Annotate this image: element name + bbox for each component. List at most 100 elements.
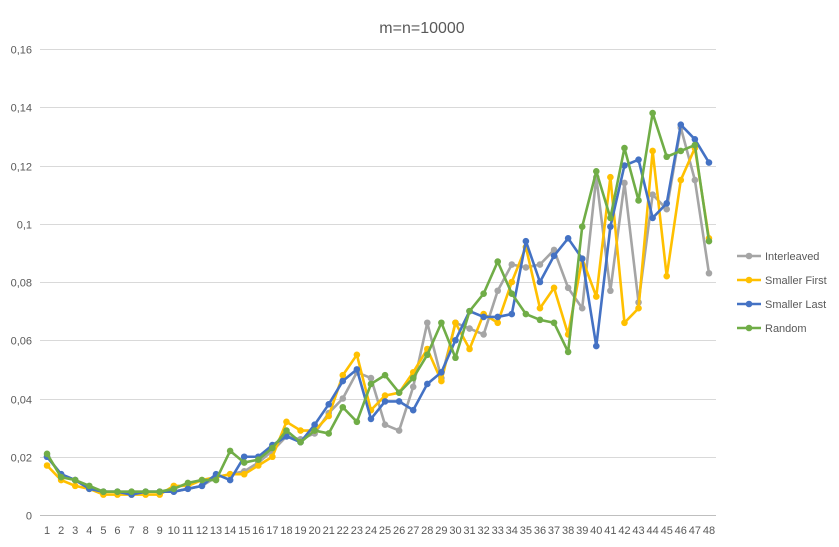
data-point bbox=[395, 398, 403, 405]
data-point bbox=[311, 421, 318, 429]
data-point bbox=[508, 278, 516, 286]
x-tick-label: 28 bbox=[421, 525, 433, 537]
x-tick-label: 46 bbox=[675, 525, 687, 537]
data-point bbox=[452, 319, 459, 327]
data-point bbox=[621, 144, 628, 152]
data-point bbox=[114, 488, 121, 496]
data-point bbox=[621, 179, 628, 187]
x-tick-label: 47 bbox=[689, 525, 701, 537]
data-point bbox=[550, 252, 558, 260]
x-tick-label: 35 bbox=[520, 525, 532, 537]
data-point bbox=[691, 141, 699, 149]
data-point bbox=[85, 482, 93, 490]
data-point bbox=[522, 310, 530, 318]
x-tick-label: 16 bbox=[252, 525, 264, 537]
x-tick-label: 45 bbox=[661, 525, 673, 537]
x-tick-label: 22 bbox=[337, 525, 349, 537]
data-point bbox=[325, 401, 333, 408]
data-point bbox=[508, 290, 516, 297]
data-point bbox=[621, 162, 628, 169]
x-tick-label: 31 bbox=[463, 525, 475, 537]
data-point bbox=[57, 473, 65, 481]
data-point bbox=[705, 237, 713, 245]
legend-label: Smaller First bbox=[765, 275, 827, 287]
data-point bbox=[466, 325, 473, 332]
y-tick-label: 0,06 bbox=[11, 336, 32, 348]
data-point bbox=[339, 371, 347, 379]
data-point bbox=[325, 430, 333, 437]
y-tick-label: 0,02 bbox=[11, 453, 32, 465]
data-point bbox=[663, 272, 671, 280]
x-tick-label: 42 bbox=[618, 525, 630, 537]
data-point bbox=[649, 191, 656, 198]
data-point bbox=[269, 444, 276, 452]
data-point bbox=[325, 412, 333, 420]
data-point bbox=[607, 173, 614, 181]
data-point bbox=[550, 246, 558, 254]
chart-title: m=n=10000 bbox=[379, 20, 465, 37]
data-point bbox=[156, 488, 164, 496]
series-lines bbox=[43, 109, 713, 498]
x-tick-label: 30 bbox=[449, 525, 461, 537]
data-point bbox=[339, 403, 347, 411]
data-point bbox=[240, 470, 248, 478]
data-point bbox=[339, 377, 347, 385]
legend-item: Interleaved bbox=[737, 251, 819, 263]
data-point bbox=[564, 348, 572, 356]
x-tick-label: 14 bbox=[224, 525, 236, 537]
data-point bbox=[663, 200, 671, 207]
x-tick-label: 17 bbox=[266, 525, 278, 537]
data-point bbox=[226, 476, 234, 484]
x-tick-label: 3 bbox=[72, 525, 78, 537]
x-tick-label: 12 bbox=[196, 525, 208, 537]
data-point bbox=[438, 377, 445, 385]
y-axis-ticks: 0 0,02 0,04 0,06 0,08 0,1 0,12 0,14 0,16 bbox=[11, 45, 32, 523]
x-tick-label: 19 bbox=[294, 525, 306, 537]
data-point bbox=[564, 235, 572, 242]
legend-label: Smaller Last bbox=[765, 299, 826, 311]
data-point bbox=[564, 284, 572, 292]
data-point bbox=[142, 488, 149, 496]
data-point bbox=[71, 482, 79, 490]
data-point bbox=[353, 351, 361, 359]
data-point bbox=[550, 319, 558, 327]
data-point bbox=[198, 476, 206, 484]
data-point bbox=[649, 147, 656, 155]
data-point bbox=[409, 374, 417, 382]
data-point bbox=[240, 459, 248, 466]
data-point bbox=[128, 488, 135, 496]
data-point bbox=[578, 223, 586, 230]
data-point bbox=[494, 258, 502, 265]
data-point bbox=[381, 398, 389, 405]
x-tick-label: 25 bbox=[379, 525, 391, 537]
x-tick-label: 15 bbox=[238, 525, 250, 537]
data-point bbox=[283, 418, 290, 426]
data-point bbox=[438, 319, 445, 327]
data-point bbox=[677, 121, 685, 129]
y-tick-label: 0,12 bbox=[11, 162, 32, 174]
data-point bbox=[184, 479, 192, 487]
data-point bbox=[269, 453, 276, 461]
x-tick-label: 38 bbox=[562, 525, 574, 537]
data-point bbox=[297, 438, 304, 446]
data-point bbox=[452, 354, 459, 362]
data-point bbox=[607, 223, 614, 230]
x-tick-label: 24 bbox=[365, 525, 377, 537]
data-point bbox=[353, 418, 361, 426]
data-point bbox=[635, 156, 642, 163]
data-point bbox=[663, 205, 671, 213]
y-tick-label: 0,16 bbox=[11, 45, 32, 57]
x-tick-label: 40 bbox=[590, 525, 602, 537]
data-point bbox=[691, 135, 699, 143]
x-tick-label: 11 bbox=[182, 525, 193, 537]
data-point bbox=[212, 476, 220, 484]
data-point bbox=[705, 159, 713, 166]
data-point bbox=[522, 264, 530, 271]
x-tick-label: 29 bbox=[435, 525, 447, 537]
data-point bbox=[536, 304, 544, 312]
data-point bbox=[452, 336, 459, 344]
x-tick-label: 8 bbox=[143, 525, 149, 537]
x-tick-label: 18 bbox=[280, 525, 292, 537]
